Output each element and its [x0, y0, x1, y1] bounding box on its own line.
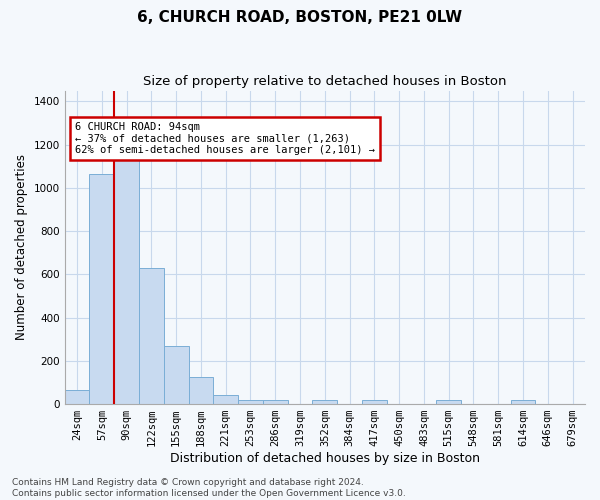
Bar: [313, 400, 337, 404]
Bar: [263, 400, 287, 404]
Text: 6 CHURCH ROAD: 94sqm
← 37% of detached houses are smaller (1,263)
62% of semi-de: 6 CHURCH ROAD: 94sqm ← 37% of detached h…: [75, 122, 375, 155]
Bar: [89, 174, 114, 404]
Bar: [188, 377, 214, 404]
Bar: [238, 400, 263, 404]
Bar: [114, 154, 139, 404]
Bar: [65, 390, 89, 404]
Title: Size of property relative to detached houses in Boston: Size of property relative to detached ho…: [143, 75, 506, 88]
Bar: [362, 400, 387, 404]
Text: Contains HM Land Registry data © Crown copyright and database right 2024.
Contai: Contains HM Land Registry data © Crown c…: [12, 478, 406, 498]
Bar: [511, 400, 535, 404]
Bar: [436, 400, 461, 404]
Bar: [139, 268, 164, 404]
Bar: [164, 346, 188, 404]
X-axis label: Distribution of detached houses by size in Boston: Distribution of detached houses by size …: [170, 452, 480, 465]
Y-axis label: Number of detached properties: Number of detached properties: [15, 154, 28, 340]
Bar: [214, 396, 238, 404]
Text: 6, CHURCH ROAD, BOSTON, PE21 0LW: 6, CHURCH ROAD, BOSTON, PE21 0LW: [137, 10, 463, 25]
